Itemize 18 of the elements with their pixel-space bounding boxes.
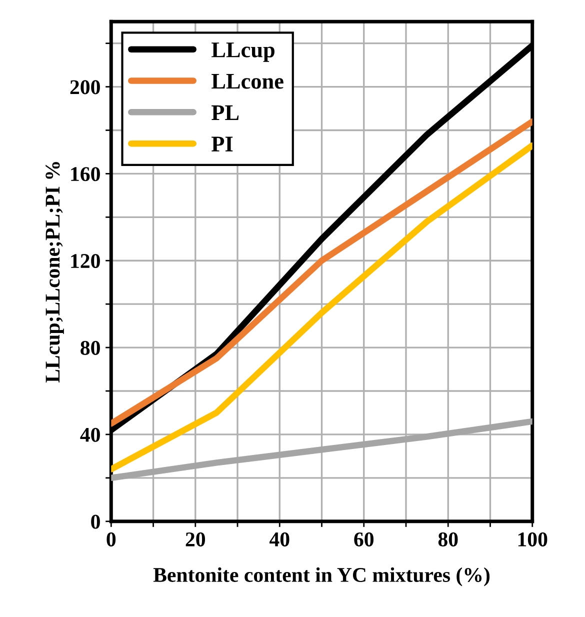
y-tick-label: 0 <box>91 514 100 529</box>
y-tick-label: 200 <box>70 80 100 94</box>
y-tick-label: 120 <box>71 254 100 268</box>
y-tick-label: 80 <box>80 340 100 355</box>
legend-label: LLcup <box>212 42 274 62</box>
x-tick-label: 40 <box>270 532 290 546</box>
y-axis-title: LLcup;LLcone;PL;PI % <box>46 162 64 383</box>
x-axis-title: Bentonite content in YC mixtures (%) <box>153 567 490 586</box>
x-tick-label: 0 <box>106 532 116 546</box>
legend-label: PI <box>212 136 233 152</box>
x-tick-label: 20 <box>186 532 206 546</box>
legend-label: PL <box>212 105 239 120</box>
x-tick-label: 60 <box>354 532 374 546</box>
y-tick-label: 40 <box>80 428 100 442</box>
x-tick-label: 80 <box>438 532 458 546</box>
x-tick-label: 100 <box>518 532 548 546</box>
legend-label: LLcone <box>212 74 284 89</box>
y-tick-label: 160 <box>71 167 100 182</box>
